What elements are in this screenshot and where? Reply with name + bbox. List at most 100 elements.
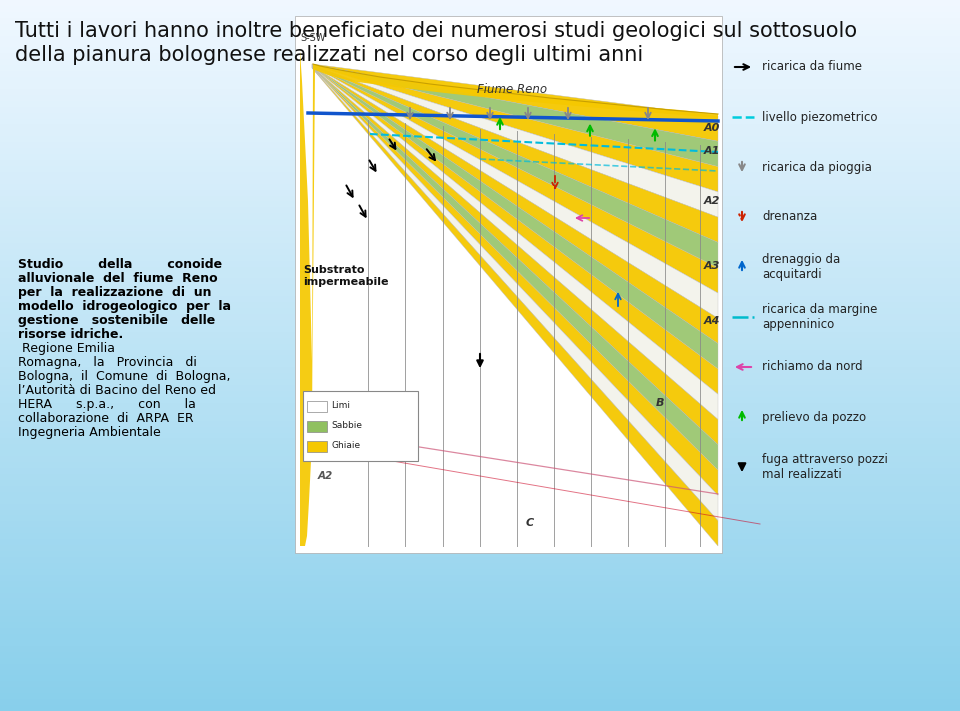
Text: gestione   sostenibile   delle: gestione sostenibile delle [18, 314, 215, 327]
Text: Sabbie: Sabbie [331, 422, 362, 430]
Bar [0, 249, 960, 255]
Bar [0, 480, 960, 486]
Bar [0, 183, 960, 190]
Text: A0: A0 [704, 123, 720, 133]
Bar [0, 326, 960, 332]
Bar [0, 604, 960, 610]
Polygon shape [312, 68, 718, 496]
Bar [0, 610, 960, 616]
Bar [0, 112, 960, 119]
Bar [0, 18, 960, 23]
Bar [0, 350, 960, 356]
Bar [0, 415, 960, 421]
Bar [0, 622, 960, 628]
Bar [0, 71, 960, 77]
Bar [0, 693, 960, 699]
Bar [0, 119, 960, 124]
Bar [0, 272, 960, 279]
Bar [0, 201, 960, 208]
Bar [0, 213, 960, 219]
Bar [0, 474, 960, 480]
Text: drenanza: drenanza [762, 210, 817, 223]
Bar [0, 101, 960, 107]
Bar [303, 391, 418, 461]
Text: A3: A3 [704, 261, 720, 271]
Polygon shape [312, 65, 718, 242]
Bar [0, 670, 960, 675]
Bar [0, 196, 960, 201]
Bar [0, 208, 960, 213]
Bar [0, 308, 960, 314]
Bar [0, 699, 960, 705]
Bar [0, 616, 960, 622]
Text: ricarica da fiume: ricarica da fiume [762, 60, 862, 73]
Bar [0, 314, 960, 320]
Bar [0, 296, 960, 302]
Polygon shape [312, 67, 718, 419]
Bar [0, 41, 960, 48]
Bar [0, 581, 960, 587]
Bar [0, 65, 960, 71]
Bar [0, 551, 960, 557]
Polygon shape [312, 66, 718, 343]
Bar [0, 361, 960, 368]
Text: ricarica da margine
appenninico: ricarica da margine appenninico [762, 303, 877, 331]
Polygon shape [312, 67, 718, 470]
Text: Fiume Reno: Fiume Reno [477, 83, 547, 96]
Polygon shape [312, 68, 718, 520]
Bar [0, 332, 960, 338]
Polygon shape [312, 64, 718, 141]
Bar [0, 675, 960, 681]
Bar [0, 663, 960, 670]
Polygon shape [312, 66, 718, 369]
Text: C: C [526, 518, 534, 528]
Bar [0, 510, 960, 515]
Text: A2: A2 [318, 471, 333, 481]
Bar [0, 124, 960, 130]
Bar [0, 646, 960, 652]
Bar [0, 142, 960, 148]
Text: l’Autorità di Bacino del Reno ed: l’Autorità di Bacino del Reno ed [18, 384, 216, 397]
Bar [307, 401, 327, 412]
Bar [0, 320, 960, 326]
Bar [0, 533, 960, 539]
Bar [0, 279, 960, 284]
Bar [0, 237, 960, 243]
Bar [0, 77, 960, 83]
Bar [0, 545, 960, 551]
Bar [0, 255, 960, 261]
Bar [0, 462, 960, 468]
Bar [0, 48, 960, 53]
Text: Substrato
impermeabile: Substrato impermeabile [303, 265, 389, 287]
Bar [0, 231, 960, 237]
Bar [0, 166, 960, 172]
Text: A2: A2 [704, 196, 720, 206]
Bar [0, 539, 960, 545]
Text: della pianura bolognese realizzati nel corso degli ultimi anni: della pianura bolognese realizzati nel c… [15, 45, 643, 65]
Bar [0, 130, 960, 137]
Text: A1: A1 [704, 146, 720, 156]
Bar [0, 107, 960, 112]
Bar [0, 338, 960, 343]
Bar [0, 397, 960, 403]
Bar [0, 652, 960, 658]
Text: per  la  realizzazione  di  un: per la realizzazione di un [18, 286, 211, 299]
Bar [0, 0, 960, 6]
Bar [0, 634, 960, 640]
Polygon shape [312, 65, 718, 293]
Bar [0, 599, 960, 604]
Bar [0, 379, 960, 385]
Text: Tutti i lavori hanno inoltre beneficiato dei numerosi studi geologici sul sottos: Tutti i lavori hanno inoltre beneficiato… [15, 21, 857, 41]
Bar [0, 486, 960, 492]
Bar [0, 444, 960, 450]
Text: Studio        della        conoide: Studio della conoide [18, 258, 222, 271]
Text: collaborazione  di  ARPA  ER: collaborazione di ARPA ER [18, 412, 194, 425]
Text: risorse idriche.: risorse idriche. [18, 328, 123, 341]
Bar [0, 427, 960, 432]
Bar [0, 563, 960, 569]
Bar [0, 409, 960, 415]
Text: ricarica da pioggia: ricarica da pioggia [762, 161, 872, 173]
Bar [0, 468, 960, 474]
Bar [0, 290, 960, 296]
Text: Bologna,  il  Comune  di  Bologna,: Bologna, il Comune di Bologna, [18, 370, 230, 383]
